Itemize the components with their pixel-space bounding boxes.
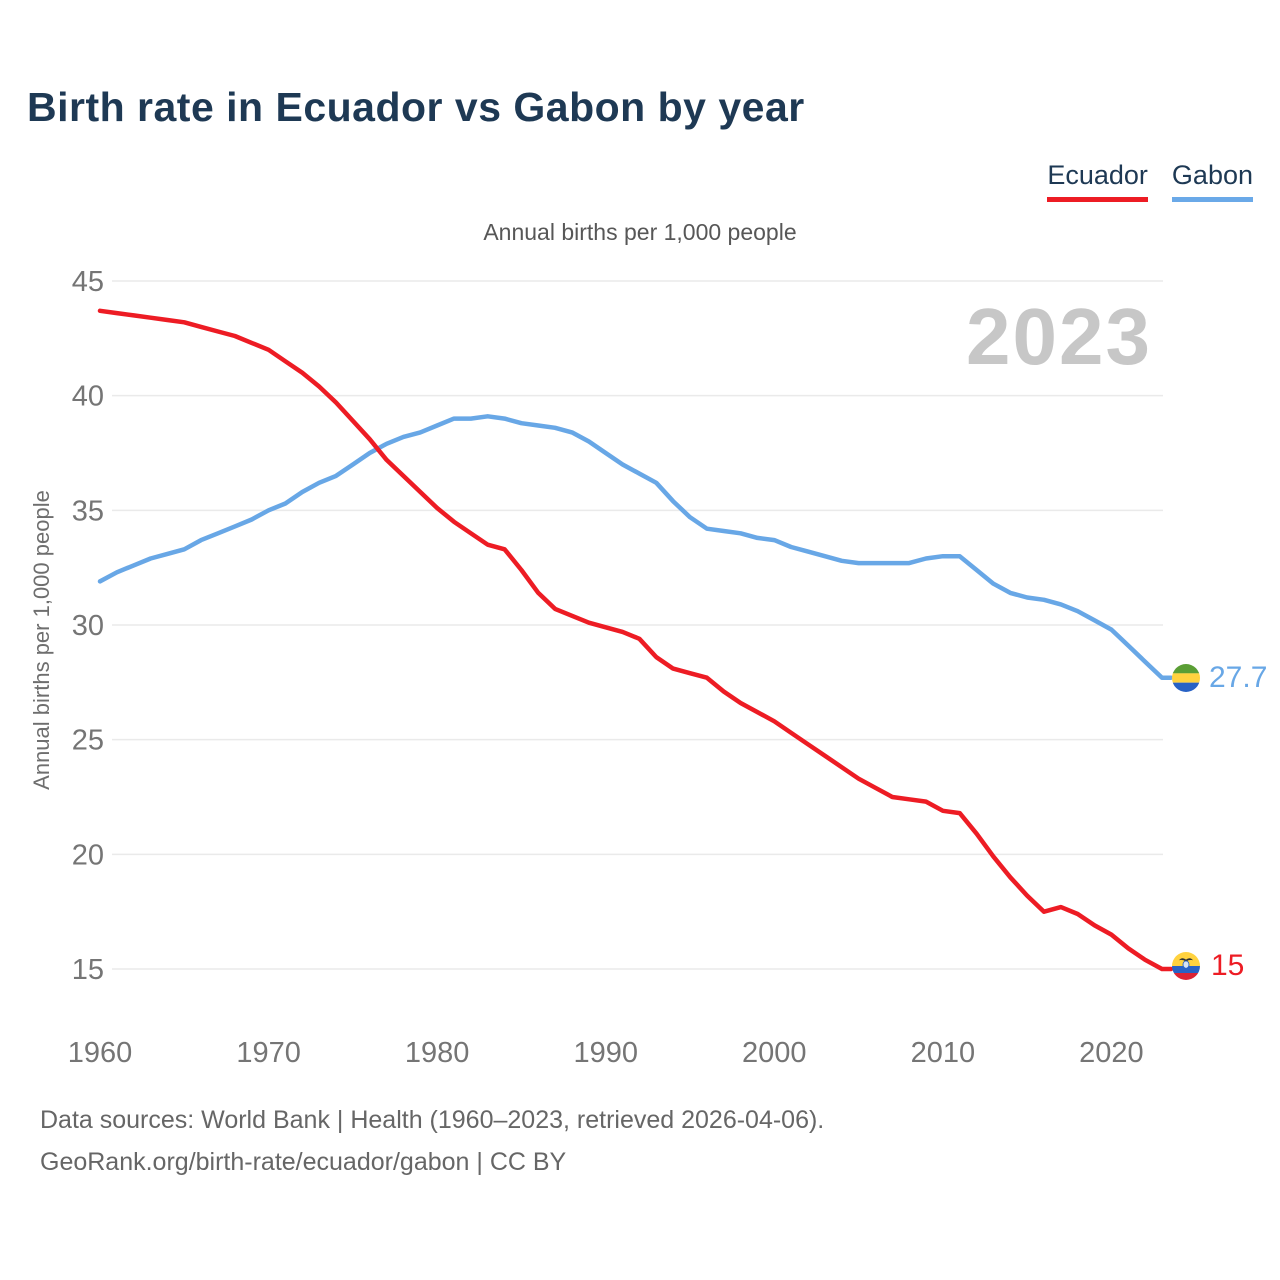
y-tick-label-15: 15 (72, 954, 104, 986)
y-tick-label-20: 20 (72, 839, 104, 871)
y-tick-label-25: 25 (72, 725, 104, 757)
x-tick-label-2000: 2000 (742, 1037, 807, 1069)
legend: Ecuador Gabon (1047, 160, 1253, 202)
ecuador-flag-icon (1172, 952, 1200, 980)
footer-attribution: Data sources: World Bank | Health (1960–… (40, 1100, 824, 1183)
y-tick-label-45: 45 (72, 266, 104, 298)
x-tick-label-1970: 1970 (236, 1037, 301, 1069)
x-tick-label-1990: 1990 (573, 1037, 638, 1069)
gabon-end-value: 27.7 (1209, 661, 1268, 694)
legend-item-ecuador[interactable]: Ecuador (1047, 160, 1148, 202)
y-tick-label-30: 30 (72, 610, 104, 642)
y-tick-label-40: 40 (72, 381, 104, 413)
watermark-year: 2023 (966, 292, 1152, 381)
footer-license-line: GeoRank.org/birth-rate/ecuador/gabon | C… (40, 1147, 567, 1176)
x-tick-label-2020: 2020 (1079, 1037, 1144, 1069)
series-line-gabon (97, 414, 1174, 680)
page-title: Birth rate in Ecuador vs Gabon by year (27, 84, 805, 130)
x-tick-label-1960: 1960 (68, 1037, 133, 1069)
gabon-flag-icon (1172, 664, 1200, 692)
legend-item-gabon[interactable]: Gabon (1171, 160, 1253, 202)
ecuador-end-value: 15 (1211, 949, 1245, 982)
series-line-ecuador (97, 308, 1174, 972)
y-tick-label-35: 35 (72, 495, 104, 527)
x-tick-label-2010: 2010 (911, 1037, 976, 1069)
footer-sources-line: Data sources: World Bank | Health (1960–… (40, 1106, 825, 1134)
x-tick-label-1980: 1980 (405, 1037, 470, 1069)
chart-subtitle: Annual births per 1,000 people (483, 219, 797, 245)
